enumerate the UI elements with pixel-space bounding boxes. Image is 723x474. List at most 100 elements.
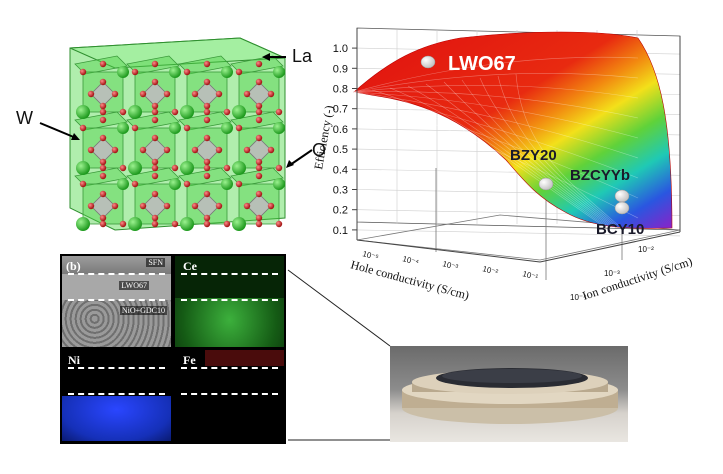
o-atom: [183, 124, 191, 132]
o-atom: [151, 78, 159, 86]
o-atom: [99, 134, 107, 142]
o-atom: [203, 134, 211, 142]
o-atom: [163, 146, 171, 154]
o-atom: [79, 180, 87, 188]
o-atom: [255, 164, 263, 172]
o-atom: [171, 164, 179, 172]
o-atom: [203, 116, 211, 124]
material-point-lwo67: LWO67: [420, 53, 516, 75]
o-atom: [255, 190, 263, 198]
o-atom: [151, 116, 159, 124]
o-atom: [203, 108, 211, 116]
o-atom: [275, 220, 283, 228]
la-atom: [117, 122, 129, 134]
la-atom: [128, 105, 142, 119]
button-cell-photo: [390, 346, 628, 442]
crystal-structure-drawing: [69, 37, 286, 231]
la-atom: [273, 66, 285, 78]
o-atom: [111, 146, 119, 154]
o-atom: [275, 108, 283, 116]
la-atom: [169, 178, 181, 190]
o-atom: [255, 134, 263, 142]
ce-label: Ce: [183, 259, 197, 273]
z-tick-label: 0.2: [333, 205, 348, 217]
o-atom: [215, 90, 223, 98]
o-atom: [235, 124, 243, 132]
material-label: BZY20: [510, 147, 557, 164]
o-atom: [139, 90, 147, 98]
o-atom: [99, 158, 107, 166]
o-atom: [99, 172, 107, 180]
o-atom: [131, 124, 139, 132]
o-atom: [163, 202, 171, 210]
o-atom: [255, 172, 263, 180]
label-la: La: [292, 46, 313, 66]
o-atom: [267, 146, 275, 154]
la-atom: [221, 122, 233, 134]
la-atom: [232, 217, 246, 231]
sem-image: (b) SFN LWO67 NiO+GDC10: [62, 256, 171, 347]
o-atom: [151, 190, 159, 198]
material-point-bzcyyb: BZCYYb: [570, 167, 630, 203]
fe-label: Fe: [183, 353, 196, 367]
z-tick-label: 0.9: [333, 63, 348, 75]
layer-nio-gdc10: NiO+GDC10: [119, 306, 167, 315]
o-atom: [139, 202, 147, 210]
o-atom: [235, 180, 243, 188]
o-atom: [255, 158, 263, 166]
o-atom: [151, 108, 159, 116]
la-atom: [76, 161, 90, 175]
o-atom: [255, 108, 263, 116]
o-atom: [191, 202, 199, 210]
ni-label: Ni: [68, 353, 80, 367]
o-atom: [183, 180, 191, 188]
la-atom: [76, 217, 90, 231]
o-atom: [87, 90, 95, 98]
la-atom: [221, 66, 233, 78]
o-atom: [243, 146, 251, 154]
o-atom: [215, 146, 223, 154]
material-label: BCY10: [596, 221, 644, 238]
ni-map: Ni: [62, 350, 171, 441]
la-atom: [117, 66, 129, 78]
o-atom: [203, 78, 211, 86]
micrograph-panel: (b) SFN LWO67 NiO+GDC10 Ce Ni Fe: [60, 254, 286, 444]
o-atom: [99, 108, 107, 116]
o-atom: [183, 68, 191, 76]
o-atom: [255, 60, 263, 68]
la-atom: [180, 105, 194, 119]
o-atom: [203, 102, 211, 110]
la-atom: [232, 161, 246, 175]
o-atom: [267, 90, 275, 98]
efficiency-surface-plot: 0.1 0.2 0.3 0.4 0.5 0.6 0.7 0.8 0.9 1.0 10⁻⁵ 10⁻⁴ 1…: [300, 0, 723, 340]
layer-sfn: SFN: [146, 258, 165, 267]
la-atom: [169, 122, 181, 134]
o-atom: [191, 90, 199, 98]
o-atom: [79, 68, 87, 76]
la-atom: [76, 105, 90, 119]
x-tick-label: 10⁻⁵: [361, 249, 379, 262]
o-atom: [203, 220, 211, 228]
o-atom: [171, 108, 179, 116]
la-atom: [169, 66, 181, 78]
o-atom: [151, 220, 159, 228]
o-atom: [99, 78, 107, 86]
o-atom: [163, 90, 171, 98]
z-tick-label: 1.0: [333, 43, 348, 55]
o-atom: [203, 190, 211, 198]
o-atom: [255, 116, 263, 124]
label-o: O: [312, 140, 327, 160]
o-atom: [223, 164, 231, 172]
o-atom: [203, 60, 211, 68]
o-atom: [151, 60, 159, 68]
o-atom: [243, 90, 251, 98]
material-marker: [614, 201, 630, 215]
o-atom: [275, 164, 283, 172]
layer-lwo67: LWO67: [119, 281, 149, 290]
o-atom: [87, 146, 95, 154]
o-atom: [255, 220, 263, 228]
y-tick-label: 10⁻²: [638, 245, 654, 254]
ce-map: Ce: [175, 256, 284, 347]
o-atom: [99, 102, 107, 110]
